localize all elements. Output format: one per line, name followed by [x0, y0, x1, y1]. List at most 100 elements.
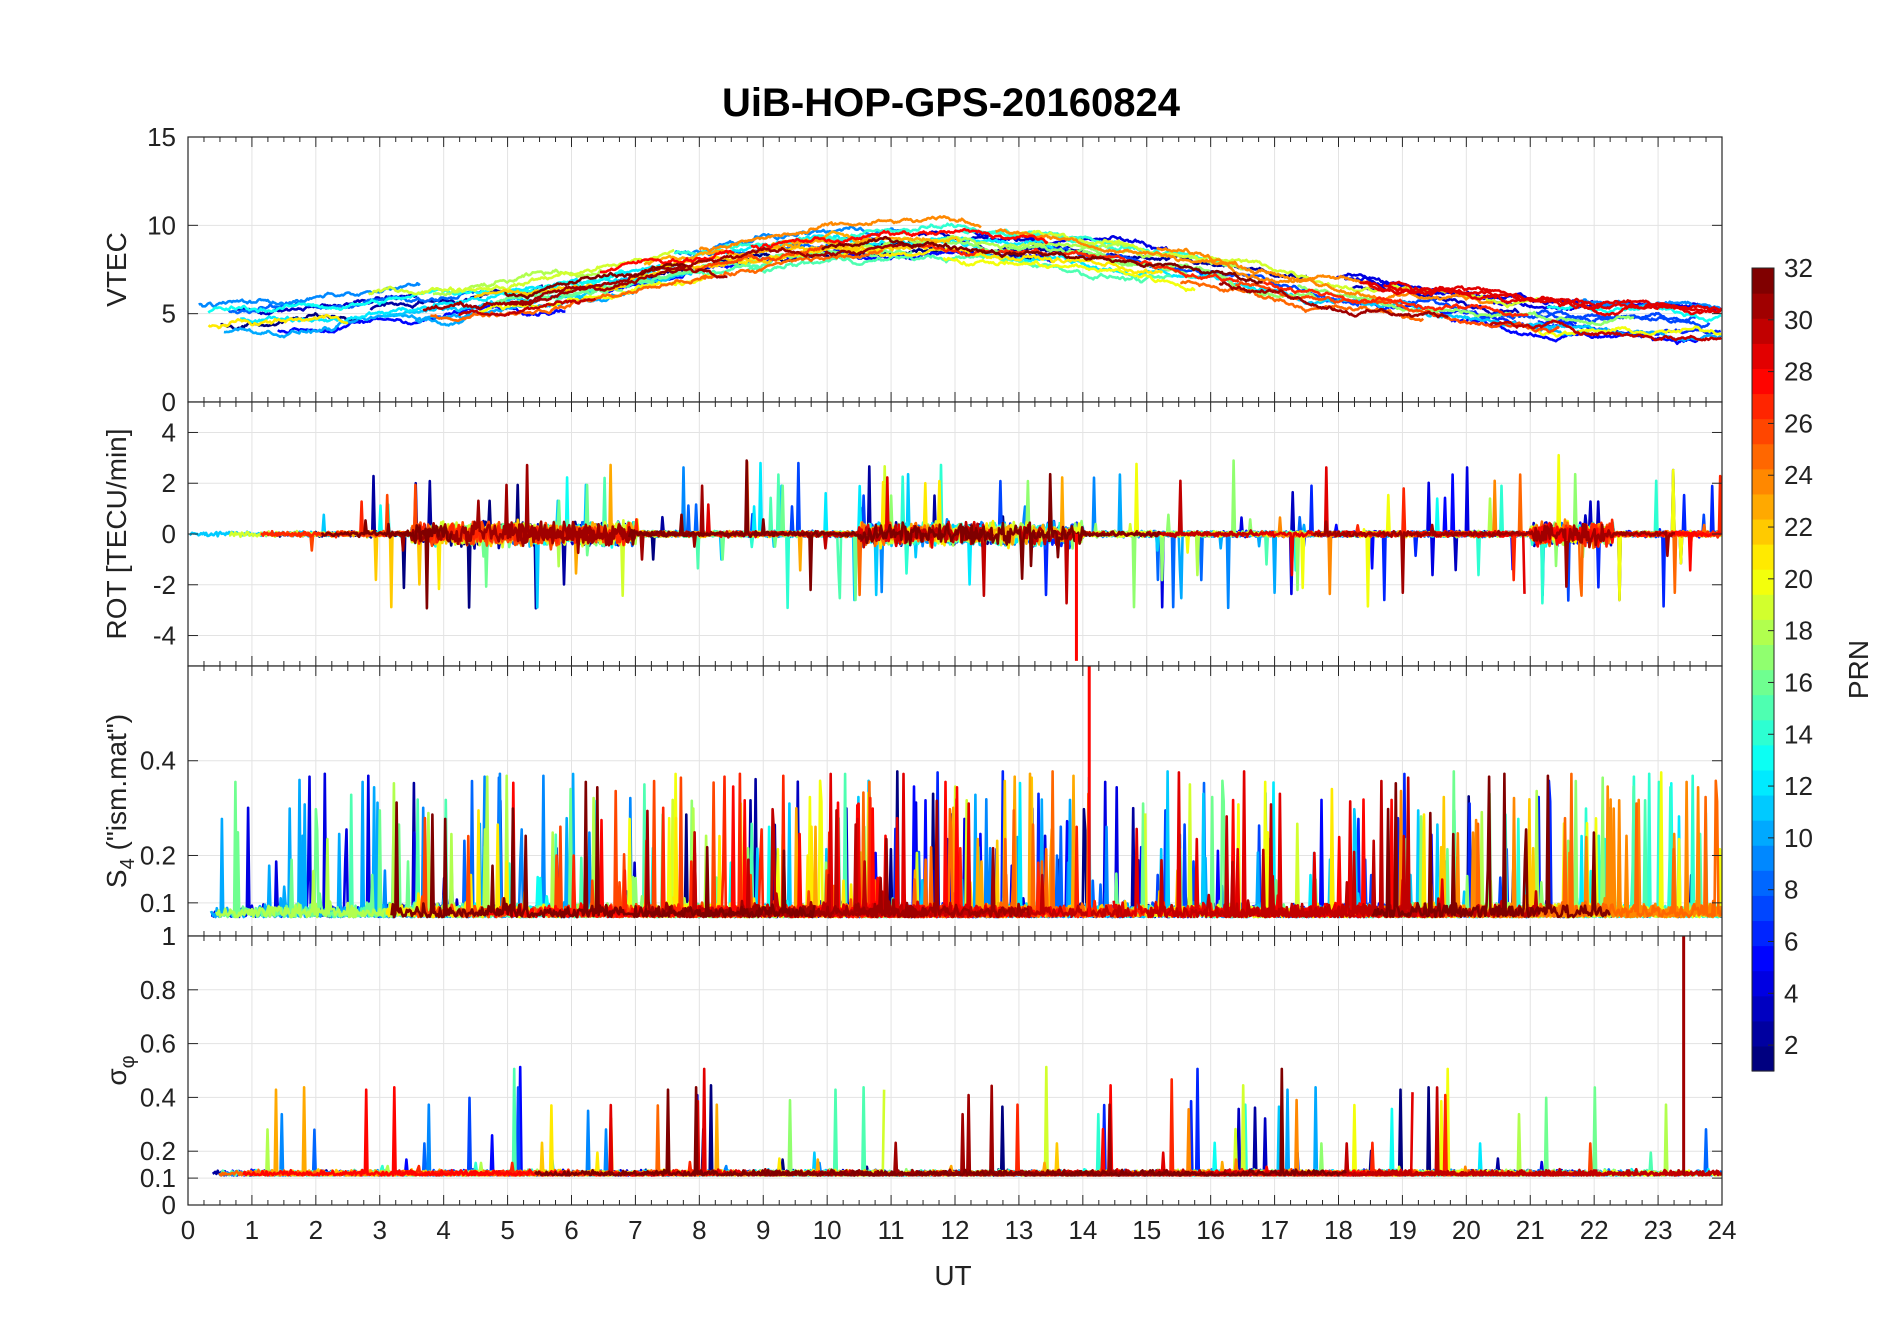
x-tick-label: 3 — [373, 1215, 387, 1245]
colorbar-tick-label: 30 — [1784, 305, 1813, 335]
colorbar-tick-label: 24 — [1784, 460, 1813, 490]
y-tick-label: -2 — [153, 570, 176, 600]
colorbar-swatch — [1752, 694, 1774, 721]
colorbar-tick-label: 10 — [1784, 823, 1813, 853]
colorbar-swatch — [1752, 669, 1774, 696]
colorbar-swatch — [1752, 544, 1774, 570]
series-prn-17 — [1297, 284, 1635, 327]
ylabel-sub: φ — [117, 1055, 139, 1068]
series-prn-32 — [390, 780, 816, 919]
y-tick-label: 10 — [147, 210, 176, 240]
colorbar-tick-label: 32 — [1784, 253, 1813, 283]
x-tick-label: 22 — [1580, 1215, 1609, 1245]
series-prn-20 — [942, 256, 1196, 293]
series-prn-31 — [502, 243, 923, 307]
panel-vtec-ylabel: VTEC — [101, 232, 132, 307]
series-prn-32 — [627, 459, 982, 592]
x-tick-label: 8 — [692, 1215, 706, 1245]
panel-vtec: 0 5 10 15 VTEC — [101, 122, 1723, 417]
colorbar-tick-label: 26 — [1784, 408, 1813, 438]
y-tick-label: 2 — [162, 468, 176, 498]
colorbar-tick-label: 4 — [1784, 978, 1798, 1008]
y-tick-label: 0.6 — [140, 1029, 176, 1059]
colorbar-swatch — [1752, 368, 1774, 395]
colorbar-swatch — [1752, 443, 1774, 470]
series-prn-29 — [1359, 280, 1722, 316]
panel-vtec-ticks: 0 5 10 15 — [147, 122, 1723, 417]
panel-s4: 0.1 0.2 0.4 1 S4 ("ism.mat") — [101, 665, 1723, 951]
colorbar-tick-label: 16 — [1784, 667, 1813, 697]
colorbar-tick-label: 22 — [1784, 512, 1813, 542]
series-prn-27 — [917, 242, 1240, 283]
series-prn-18 — [819, 234, 1129, 251]
y-tick-label: 15 — [147, 122, 176, 152]
x-tick-label: 21 — [1516, 1215, 1545, 1245]
series-prn-30 — [1489, 319, 1722, 342]
series-prn-22 — [645, 236, 961, 272]
colorbar-swatch — [1752, 769, 1774, 796]
colorbar-frame — [1751, 267, 1775, 1072]
series-prn-24 — [995, 228, 1413, 293]
colorbar-swatch — [1752, 644, 1774, 671]
colorbar-swatch — [1752, 870, 1774, 896]
series-prn-32 — [820, 235, 1263, 285]
series-prn-30 — [458, 297, 597, 317]
series-prn-32 — [959, 472, 1162, 581]
series-prn-25 — [430, 274, 708, 323]
colorbar-swatch — [1752, 945, 1774, 972]
x-axis-label: UT — [934, 1260, 971, 1291]
x-tick-label: 0 — [181, 1215, 195, 1245]
colorbar-swatch — [1752, 569, 1774, 595]
colorbar-swatch — [1752, 343, 1774, 369]
series-prn-31 — [1218, 281, 1449, 319]
series-prn-20 — [1523, 324, 1722, 338]
x-tick-label: 16 — [1196, 1215, 1225, 1245]
y-tick-label: 1 — [162, 921, 176, 951]
colorbar-swatch — [1752, 920, 1774, 947]
series-prn-23 — [770, 230, 938, 247]
series-prn-32 — [504, 262, 687, 300]
x-tick-label: 18 — [1324, 1215, 1353, 1245]
colorbar-swatch — [1752, 744, 1774, 771]
colorbar-swatch — [1752, 393, 1774, 420]
series-prn-15 — [745, 253, 1172, 284]
ylabel-main: σ — [101, 1068, 132, 1085]
panel-rot-series — [188, 453, 1722, 610]
panel-s4-ticks: 0.1 0.2 0.4 1 — [140, 666, 1723, 951]
panel-sigma_phi-ylabel: σφ — [101, 1055, 139, 1085]
x-tick-label: 14 — [1068, 1215, 1097, 1245]
y-tick-label: 0.1 — [140, 1163, 176, 1193]
colorbar-swatch — [1752, 619, 1774, 646]
x-tick-label: 15 — [1132, 1215, 1161, 1245]
x-tick-label: 17 — [1260, 1215, 1289, 1245]
colorbar-swatch — [1752, 594, 1774, 620]
y-tick-label: 0.4 — [140, 746, 176, 776]
ylabel-rest: ("ism.mat") — [101, 714, 132, 858]
series-prn-6 — [1537, 320, 1722, 339]
colorbar-tick-label: 14 — [1784, 719, 1813, 749]
series-prn-32 — [1371, 772, 1611, 919]
series-prn-30 — [1505, 1167, 1722, 1177]
y-tick-label: 0.1 — [140, 888, 176, 918]
colorbar-swatch — [1752, 995, 1774, 1022]
colorbar-swatch — [1752, 719, 1774, 746]
y-tick-label: 0 — [162, 387, 176, 417]
y-tick-label-extra: 1 — [162, 921, 176, 951]
y-tick-label: 0 — [162, 519, 176, 549]
x-tick-label: 11 — [878, 1215, 905, 1245]
series-prn-32 — [534, 1086, 948, 1177]
colorbar-tick-label: 2 — [1784, 1030, 1798, 1060]
colorbar-tick-label: 18 — [1784, 616, 1813, 646]
series-prn-29 — [1363, 280, 1722, 317]
series-prn-24 — [1156, 247, 1494, 305]
y-tick-label: 0.2 — [140, 1136, 176, 1166]
colorbar-swatch — [1752, 293, 1774, 319]
colorbar-tick-label: 8 — [1784, 875, 1798, 905]
series-prn-28 — [242, 1086, 571, 1177]
series-prn-31 — [422, 267, 728, 312]
panel-sigma_phi-ticks: 00.10.2 0.4 0.6 0.8 1 — [140, 921, 1723, 1220]
x-tick-label: 2 — [309, 1215, 323, 1245]
colorbar-swatch — [1752, 1020, 1774, 1047]
series-prn-21 — [833, 247, 1164, 275]
